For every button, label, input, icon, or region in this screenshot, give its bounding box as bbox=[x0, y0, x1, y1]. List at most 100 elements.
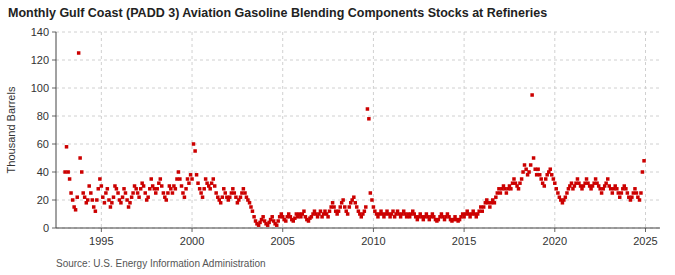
point bbox=[98, 177, 102, 181]
point bbox=[552, 177, 556, 181]
point bbox=[618, 195, 622, 199]
point bbox=[177, 170, 181, 174]
tick-mark bbox=[645, 228, 646, 232]
point bbox=[92, 205, 96, 209]
point bbox=[276, 219, 280, 223]
point bbox=[620, 191, 624, 195]
grid-line bbox=[56, 116, 660, 117]
point bbox=[556, 191, 560, 195]
tick-label: 100 bbox=[31, 82, 49, 94]
point bbox=[198, 187, 202, 191]
point bbox=[553, 181, 557, 185]
grid bbox=[56, 32, 660, 228]
point bbox=[94, 209, 98, 213]
point bbox=[71, 198, 75, 202]
tick-mark bbox=[52, 144, 56, 145]
point bbox=[174, 187, 178, 191]
point bbox=[499, 191, 503, 195]
point bbox=[338, 205, 342, 209]
point bbox=[536, 167, 540, 171]
tick-label: 2020 bbox=[543, 235, 567, 247]
grid-line bbox=[56, 144, 660, 145]
point bbox=[544, 177, 548, 181]
grid-line bbox=[645, 32, 646, 228]
grid-line bbox=[282, 32, 283, 228]
point bbox=[364, 205, 368, 209]
point bbox=[530, 93, 534, 97]
point bbox=[65, 145, 69, 149]
point bbox=[482, 205, 486, 209]
point bbox=[81, 191, 85, 195]
point bbox=[219, 201, 223, 205]
point bbox=[369, 191, 373, 195]
title: Monthly Gulf Coast (PADD 3) Aviation Gas… bbox=[8, 6, 547, 20]
point bbox=[633, 187, 637, 191]
point bbox=[366, 107, 370, 111]
point bbox=[346, 212, 350, 216]
point bbox=[611, 191, 615, 195]
grid-line bbox=[56, 228, 660, 229]
point bbox=[166, 191, 170, 195]
tick-mark bbox=[52, 200, 56, 201]
tick-mark bbox=[52, 228, 56, 229]
tick-label: 140 bbox=[31, 26, 49, 38]
point bbox=[635, 191, 639, 195]
tick-label: 2025 bbox=[633, 235, 657, 247]
tick-label: 80 bbox=[37, 110, 49, 122]
point bbox=[249, 205, 253, 209]
point bbox=[615, 187, 619, 191]
point bbox=[532, 156, 536, 160]
tick-label: 120 bbox=[31, 54, 49, 66]
point bbox=[181, 191, 185, 195]
point bbox=[187, 181, 191, 185]
tick-label: 20 bbox=[37, 194, 49, 206]
point bbox=[134, 187, 138, 191]
point bbox=[370, 198, 374, 202]
point bbox=[212, 177, 216, 181]
point bbox=[496, 191, 500, 195]
point bbox=[142, 184, 146, 188]
point bbox=[604, 181, 608, 185]
point bbox=[149, 177, 153, 181]
point bbox=[119, 201, 123, 205]
axes: 0204060801001201401995200020052010201520… bbox=[31, 26, 660, 247]
point bbox=[89, 191, 93, 195]
point bbox=[68, 177, 72, 181]
tick-label: 2005 bbox=[270, 235, 294, 247]
point bbox=[638, 198, 642, 202]
point bbox=[576, 177, 580, 181]
grid-line bbox=[56, 88, 660, 89]
point bbox=[196, 181, 200, 185]
point bbox=[221, 195, 225, 199]
point bbox=[550, 173, 554, 177]
point bbox=[319, 209, 323, 213]
point bbox=[155, 187, 159, 191]
point bbox=[348, 205, 352, 209]
point bbox=[337, 209, 341, 213]
point bbox=[160, 184, 164, 188]
point bbox=[248, 201, 252, 205]
point bbox=[518, 181, 522, 185]
point bbox=[331, 201, 335, 205]
point bbox=[136, 191, 140, 195]
point bbox=[101, 195, 105, 199]
point bbox=[639, 191, 643, 195]
point bbox=[228, 195, 232, 199]
point bbox=[184, 187, 188, 191]
point bbox=[193, 149, 197, 153]
tick-mark bbox=[554, 228, 555, 232]
tick-mark bbox=[101, 228, 102, 232]
source-note: Source: U.S. Energy Information Administ… bbox=[56, 258, 266, 269]
point bbox=[512, 177, 516, 181]
point bbox=[594, 177, 598, 181]
point bbox=[91, 198, 95, 202]
point bbox=[122, 187, 126, 191]
point bbox=[505, 191, 509, 195]
point bbox=[192, 142, 196, 146]
point bbox=[233, 191, 237, 195]
point bbox=[493, 201, 497, 205]
point bbox=[121, 195, 125, 199]
tick-mark bbox=[464, 228, 465, 232]
point bbox=[477, 209, 481, 213]
point bbox=[642, 159, 646, 163]
